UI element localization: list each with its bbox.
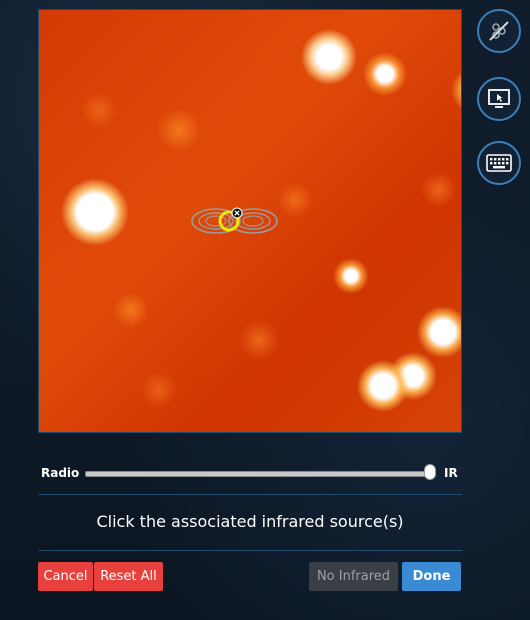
contour-left-outer	[191, 208, 241, 234]
task-instruction: Click the associated infrared source(s)	[96, 512, 404, 531]
radio-contour-overlay	[191, 207, 278, 234]
keyboard-icon	[486, 154, 512, 172]
screen-pointer-button[interactable]	[477, 77, 521, 121]
slider-label-radio: Radio	[41, 466, 80, 480]
cancel-button[interactable]: Cancel	[38, 562, 93, 591]
sky-image-viewer[interactable]	[38, 9, 462, 433]
markings-hidden-icon	[489, 21, 509, 41]
contour-right-outer	[228, 208, 278, 234]
selection-marker[interactable]	[218, 210, 240, 232]
contour-left-inner	[205, 215, 227, 227]
close-icon	[234, 210, 240, 216]
remove-marker-button[interactable]	[231, 207, 243, 219]
radio-ir-slider: Radio IR	[38, 462, 462, 484]
hide-markings-button[interactable]	[477, 9, 521, 53]
slider-thumb[interactable]	[423, 464, 436, 480]
divider-bottom	[38, 550, 462, 551]
no-infrared-button[interactable]: No Infrared	[309, 562, 398, 591]
contour-right-inner	[242, 215, 264, 227]
screen-pointer-icon	[488, 89, 510, 108]
reset-all-button[interactable]: Reset All	[94, 562, 163, 591]
divider-top	[38, 494, 462, 495]
keyboard-shortcuts-button[interactable]	[477, 141, 521, 185]
contour-left-mid	[198, 212, 234, 230]
slider-track[interactable]	[85, 471, 433, 477]
contour-right-mid	[235, 212, 271, 230]
done-button[interactable]: Done	[402, 562, 461, 591]
slider-label-ir: IR	[444, 466, 458, 480]
